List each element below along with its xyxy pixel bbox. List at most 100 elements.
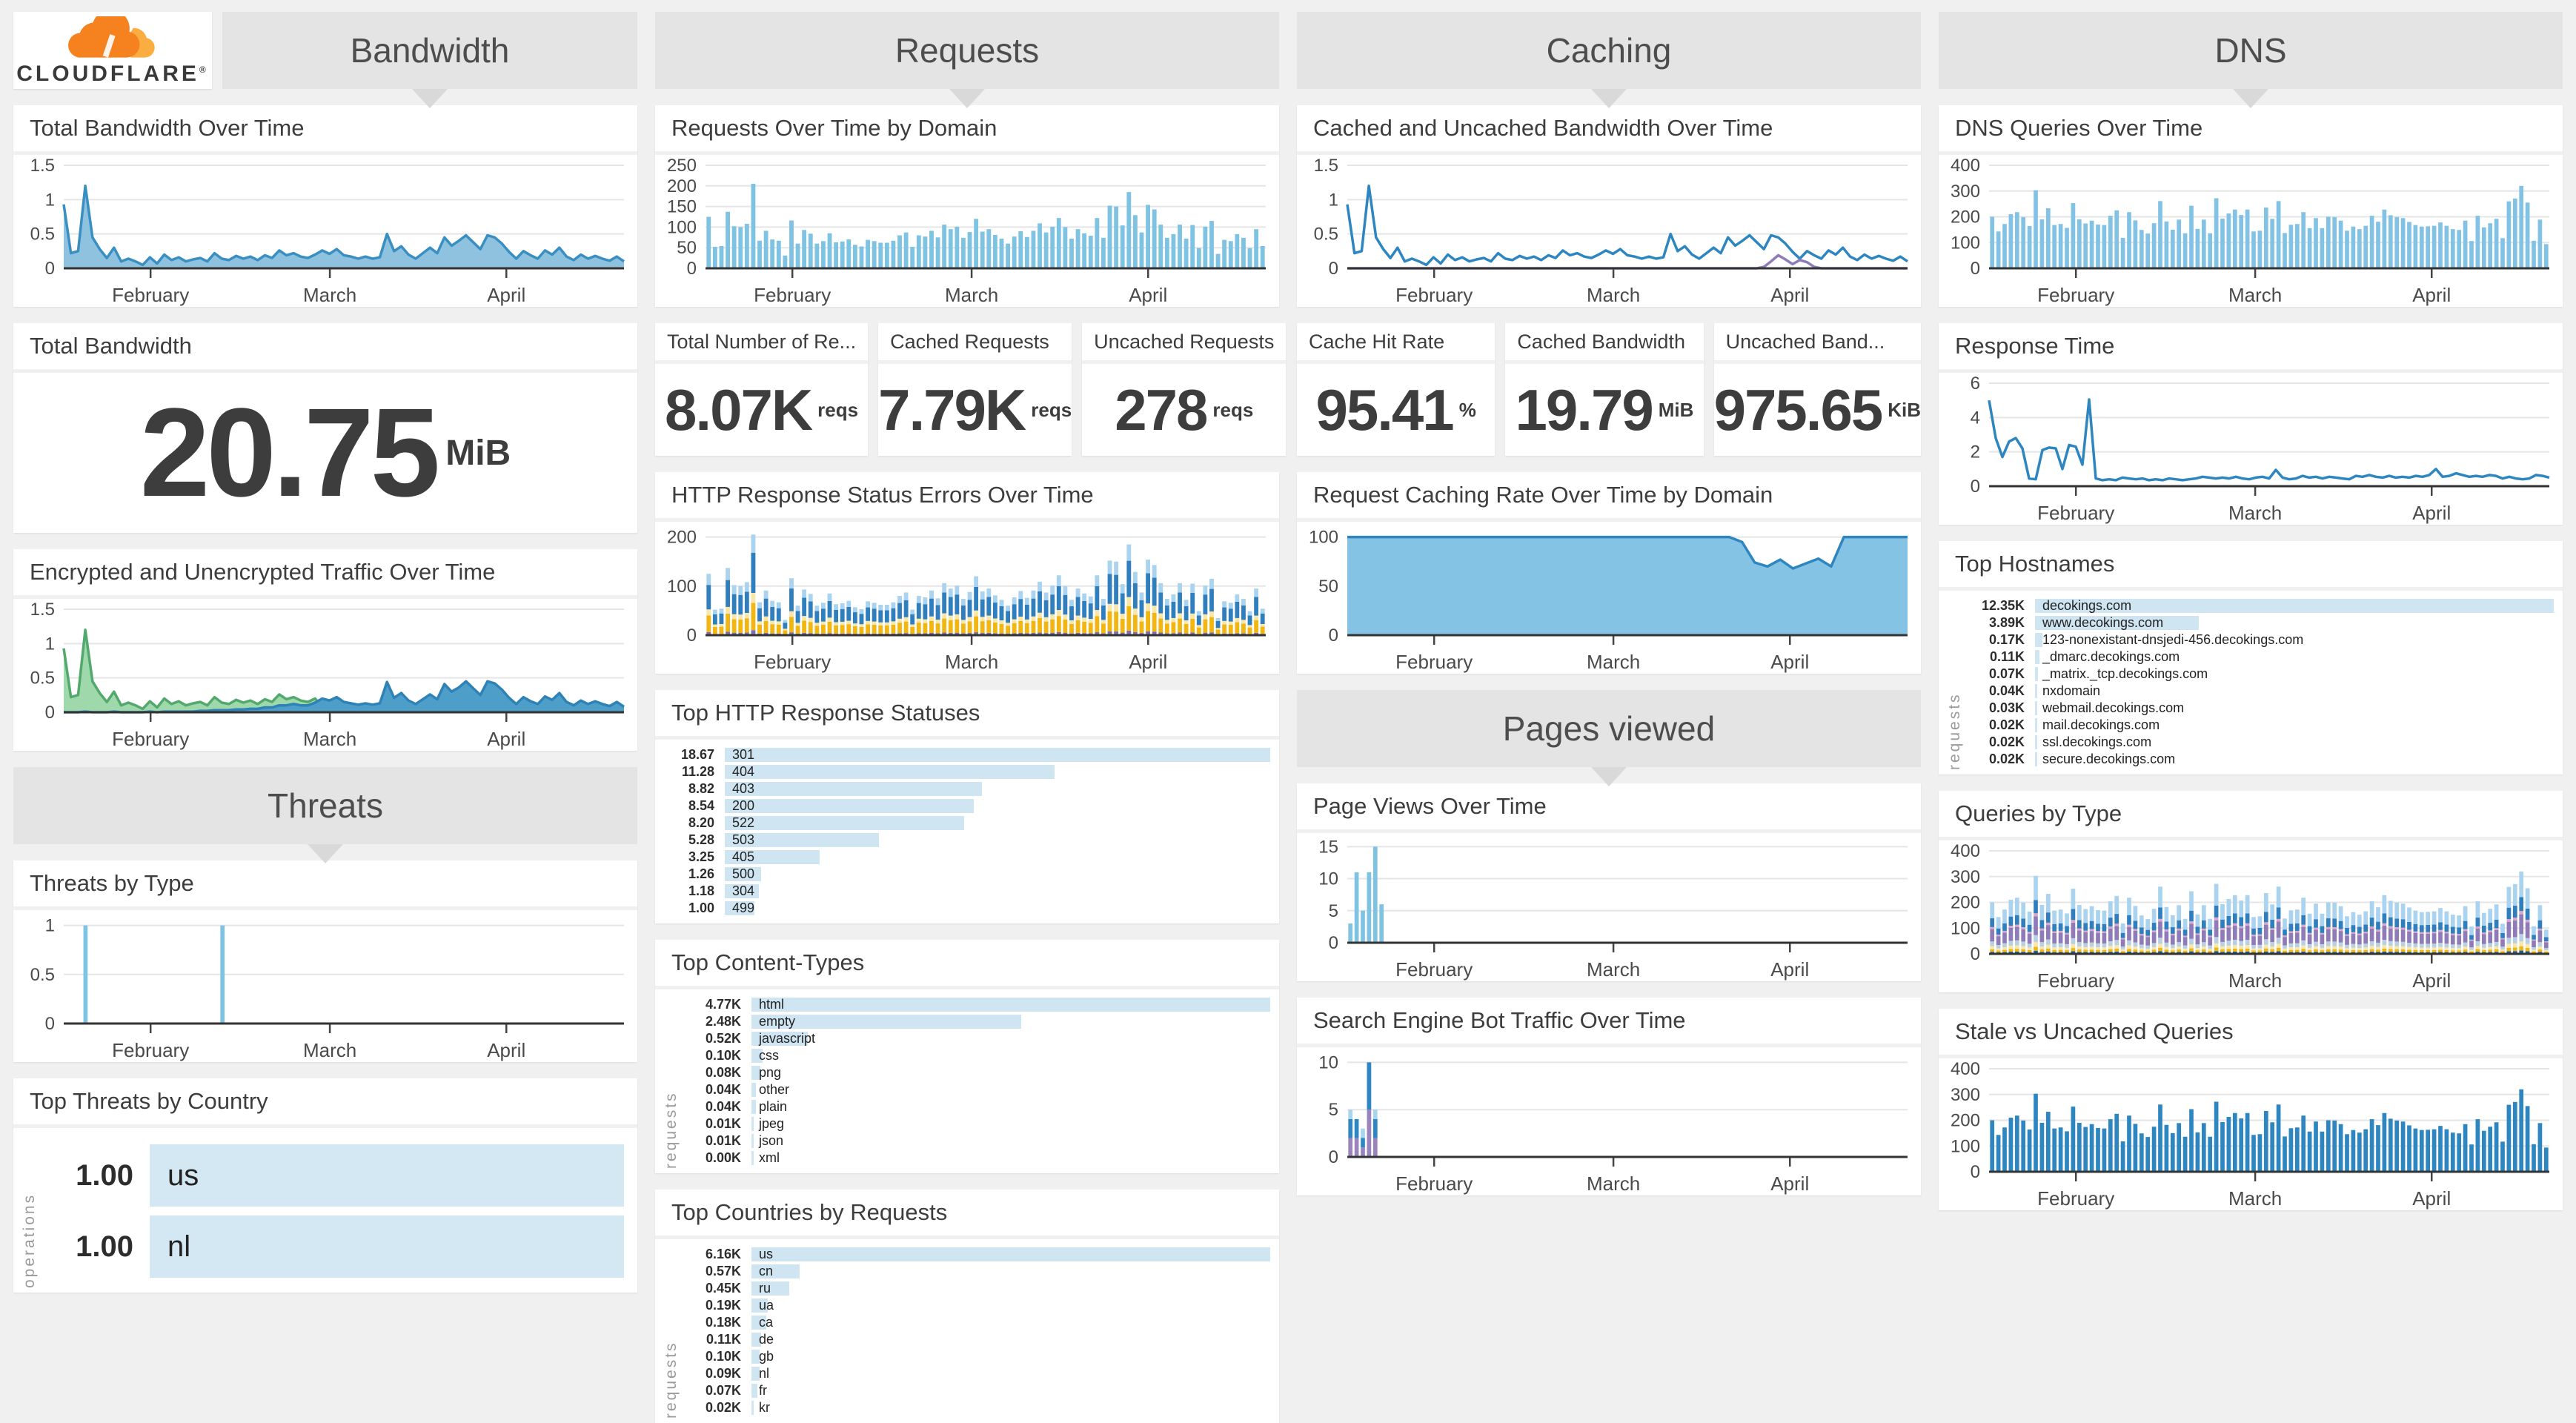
http-errors-chart[interactable]: 0 100 200 February March April bbox=[655, 522, 1279, 674]
row-bar-track: xml bbox=[751, 1150, 1270, 1166]
cloudflare-wordmark: CLOUDFLARE® bbox=[16, 61, 209, 86]
cache-hit-rate-stat: 95.41 % bbox=[1297, 364, 1496, 456]
top-hostnames-list[interactable]: requests 12.35K decokings.com 3.89K www.deco… bbox=[1939, 591, 2563, 774]
row-value: 0.11K bbox=[706, 1332, 741, 1347]
row-bar-track: nxdomain bbox=[2035, 683, 2554, 699]
svg-text:March: March bbox=[1587, 284, 1640, 306]
list-row: 2.48K empty bbox=[694, 1014, 1270, 1029]
top-countries-list[interactable]: requests 6.16K us 0.57K cn 0.45K ru 0.19K ua 0.18… bbox=[655, 1239, 1279, 1423]
section-header-pages-viewed: Pages viewed bbox=[1297, 690, 1921, 767]
request-caching-rate-chart[interactable]: 0 50 100 February March April bbox=[1297, 522, 1921, 674]
chart-svg: 0 0.5 1 1.5 February March April bbox=[1314, 156, 1908, 306]
stat-unit: reqs bbox=[1031, 398, 1072, 421]
total-requests-stat: 8.07K reqs bbox=[655, 364, 869, 456]
stat-unit: % bbox=[1458, 398, 1476, 421]
panel-title: Search Engine Bot Traffic Over Time bbox=[1297, 998, 1921, 1047]
row-value: 0.57K bbox=[705, 1264, 741, 1278]
list-row: 0.18K ca bbox=[694, 1315, 1270, 1330]
svg-text:February: February bbox=[1395, 1172, 1473, 1195]
threats-by-type-chart[interactable]: 0 0.5 1 February March April bbox=[13, 910, 637, 1062]
row-bar bbox=[751, 1083, 756, 1097]
panel-top-hostnames: Top Hostnames requests 12.35K decokings.co… bbox=[1939, 541, 2563, 774]
section-header-caching: Caching bbox=[1297, 12, 1921, 89]
row-value: 0.02K bbox=[1988, 734, 2025, 749]
top-http-statuses-list[interactable]: 18.67 301 11.28 404 8.82 403 8.54 200 8.20 522 5.2… bbox=[655, 740, 1279, 923]
row-label: 499 bbox=[732, 900, 755, 915]
panel-cached-uncached-bandwidth: Cached and Uncached Bandwidth Over Time … bbox=[1297, 105, 1921, 307]
svg-text:April: April bbox=[1129, 284, 1167, 306]
svg-text:200: 200 bbox=[667, 176, 697, 196]
svg-text:0.5: 0.5 bbox=[30, 965, 55, 985]
top-threats-by-country-list[interactable]: operations 1.00 us 1.00 nl bbox=[13, 1128, 637, 1293]
svg-text:150: 150 bbox=[667, 197, 697, 217]
cached-uncached-bandwidth-chart[interactable]: 0 0.5 1 1.5 February March April bbox=[1297, 155, 1921, 307]
dns-queries-chart[interactable]: 0 100 200 300 400 February March April bbox=[1939, 155, 2563, 307]
requests-stat-row: Total Number of Re... 8.07K reqs Cached … bbox=[655, 323, 1287, 456]
chart-svg: 0 100 200 February March April bbox=[667, 528, 1266, 673]
row-value: 3.25 bbox=[688, 849, 714, 864]
section-header-threats: Threats bbox=[13, 767, 637, 844]
panel-top-threats-by-country: Top Threats by Country operations 1.00 us 1… bbox=[13, 1078, 637, 1293]
panel-title: Stale vs Uncached Queries bbox=[1939, 1009, 2563, 1058]
list-row: 1.18 304 bbox=[667, 883, 1270, 899]
row-bar-track: html bbox=[751, 997, 1270, 1012]
requests-over-time-chart[interactable]: 0 50 100 150 200 250 February March April bbox=[655, 155, 1279, 307]
row-bar-track: 403 bbox=[725, 781, 1270, 797]
panel-title: Top HTTP Response Statuses bbox=[655, 690, 1279, 740]
svg-text:400: 400 bbox=[1951, 841, 1980, 861]
chart-svg: 0 0.5 1 1.5 February March April bbox=[30, 600, 625, 750]
list-row: 5.28 503 bbox=[667, 832, 1270, 848]
row-value: 8.82 bbox=[688, 781, 714, 796]
svg-text:March: March bbox=[945, 651, 998, 673]
row-bar bbox=[2035, 633, 2042, 647]
svg-text:April: April bbox=[1129, 651, 1167, 673]
row-value: 0.02K bbox=[705, 1400, 741, 1415]
panel-uncached-requests: Uncached Requests 278 reqs bbox=[1082, 323, 1287, 456]
row-bar bbox=[2035, 735, 2037, 749]
row-bar bbox=[2035, 650, 2040, 664]
stale-uncached-chart[interactable]: 0 100 200 300 400 February March April bbox=[1939, 1058, 2563, 1210]
list-row: 0.52K javascript bbox=[694, 1031, 1270, 1046]
row-label: empty bbox=[759, 1014, 796, 1029]
row-label: kr bbox=[759, 1400, 770, 1415]
queries-by-type-chart[interactable]: 0 100 200 300 400 February March April bbox=[1939, 840, 2563, 992]
row-label: json bbox=[759, 1133, 784, 1148]
bot-traffic-chart[interactable]: 0 5 10 February March April bbox=[1297, 1047, 1921, 1195]
panel-title: DNS Queries Over Time bbox=[1939, 105, 2563, 155]
list-row: 1.00 nl bbox=[52, 1215, 624, 1278]
total-bandwidth-over-time-chart[interactable]: 0 0.5 1 1.5 February March April bbox=[13, 155, 637, 307]
axis-caption: requests bbox=[1946, 692, 1963, 770]
panel-title: Top Threats by Country bbox=[13, 1078, 637, 1128]
cached-bandwidth-stat: 19.79 MiB bbox=[1505, 364, 1704, 456]
encrypted-traffic-chart[interactable]: 0 0.5 1 1.5 February March April bbox=[13, 599, 637, 751]
row-label: 304 bbox=[732, 883, 755, 898]
svg-text:February: February bbox=[2037, 969, 2114, 992]
list-row: 1.26 500 bbox=[667, 866, 1270, 882]
stat-unit: reqs bbox=[817, 398, 859, 421]
row-label: cn bbox=[759, 1264, 774, 1278]
panel-title: Page Views Over Time bbox=[1297, 783, 1921, 833]
svg-text:April: April bbox=[1770, 651, 1809, 673]
axis-caption: operations bbox=[21, 1193, 38, 1288]
row-bar bbox=[751, 998, 1270, 1012]
svg-text:100: 100 bbox=[667, 217, 697, 237]
row-bar-track: 522 bbox=[725, 815, 1270, 831]
response-time-chart[interactable]: 0 2 4 6 February March April bbox=[1939, 373, 2563, 525]
row-label: 123-nonexistant-dnsjedi-456.decokings.co… bbox=[2042, 632, 2304, 647]
page-views-chart[interactable]: 0 5 10 15 February March April bbox=[1297, 833, 1921, 981]
row-bar bbox=[725, 765, 1055, 779]
row-label: 404 bbox=[732, 764, 755, 779]
svg-text:March: March bbox=[2228, 284, 2282, 306]
chart-svg: 0 100 200 300 400 February March April bbox=[1951, 156, 2549, 306]
panel-uncached-bandwidth: Uncached Band... 975.65 KiB bbox=[1713, 323, 1921, 456]
row-bar bbox=[2035, 616, 2199, 630]
row-bar-track: _dmarc.decokings.com bbox=[2035, 649, 2554, 665]
stat-unit: MiB bbox=[1658, 398, 1694, 421]
svg-text:250: 250 bbox=[667, 156, 697, 176]
row-bar-track: ssl.decokings.com bbox=[2035, 734, 2554, 750]
stat-value: 975.65 bbox=[1713, 377, 1884, 442]
panel-title: Cache Hit Rate bbox=[1297, 323, 1496, 364]
top-content-types-list[interactable]: requests 4.77K html 2.48K empty 0.52K javascri… bbox=[655, 989, 1279, 1173]
